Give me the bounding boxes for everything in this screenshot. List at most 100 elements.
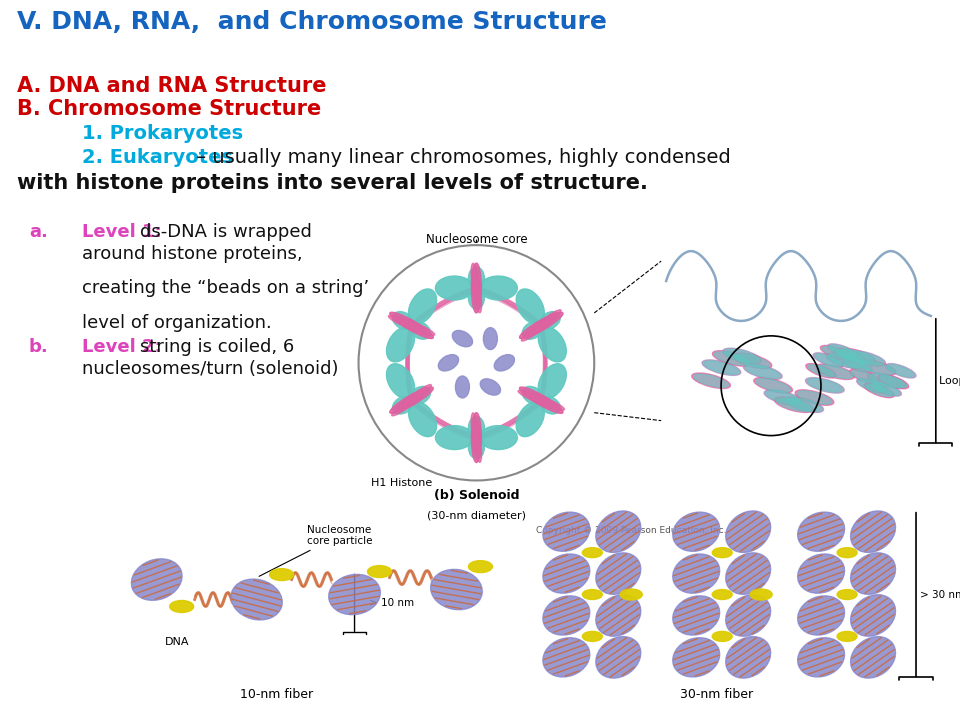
Text: 2. Eukaryotes: 2. Eukaryotes (82, 148, 232, 167)
Ellipse shape (484, 328, 497, 350)
Ellipse shape (439, 355, 459, 371)
Ellipse shape (798, 512, 845, 552)
Ellipse shape (468, 561, 492, 572)
Ellipse shape (798, 596, 845, 635)
Ellipse shape (471, 263, 481, 313)
Ellipse shape (431, 570, 482, 610)
Ellipse shape (583, 590, 602, 600)
Ellipse shape (540, 396, 561, 414)
Ellipse shape (522, 322, 543, 339)
Ellipse shape (750, 589, 772, 600)
Text: level of organization.: level of organization. (82, 314, 272, 332)
Ellipse shape (886, 364, 916, 378)
Ellipse shape (726, 511, 771, 552)
Ellipse shape (692, 373, 731, 389)
Ellipse shape (540, 312, 561, 329)
Ellipse shape (813, 353, 843, 367)
Ellipse shape (393, 396, 413, 414)
Ellipse shape (842, 358, 873, 372)
Ellipse shape (756, 379, 790, 392)
Ellipse shape (393, 312, 413, 329)
Ellipse shape (479, 276, 517, 300)
Ellipse shape (390, 387, 433, 413)
Text: – usually many linear chromosomes, highly condensed: – usually many linear chromosomes, highl… (190, 148, 731, 167)
Ellipse shape (390, 312, 433, 338)
Text: Copyright © 2009 Pearson Education, Inc.: Copyright © 2009 Pearson Education, Inc. (536, 526, 727, 535)
Ellipse shape (389, 315, 435, 336)
Ellipse shape (408, 289, 437, 324)
Ellipse shape (837, 631, 857, 642)
Ellipse shape (471, 264, 482, 312)
Ellipse shape (479, 426, 517, 449)
Ellipse shape (821, 346, 851, 360)
Text: creating the “beads on a string’: creating the “beads on a string’ (82, 279, 369, 297)
Ellipse shape (471, 413, 481, 462)
Ellipse shape (468, 287, 485, 309)
Ellipse shape (888, 365, 914, 377)
Text: DNA: DNA (164, 637, 189, 647)
Text: 30-nm fiber: 30-nm fiber (680, 688, 753, 701)
Ellipse shape (726, 595, 771, 636)
Text: b.: b. (29, 338, 49, 356)
Ellipse shape (468, 417, 485, 438)
Ellipse shape (468, 267, 485, 289)
Ellipse shape (270, 569, 294, 580)
Ellipse shape (829, 345, 856, 357)
Ellipse shape (851, 595, 896, 636)
Ellipse shape (726, 553, 771, 594)
Ellipse shape (543, 554, 589, 593)
Ellipse shape (583, 548, 602, 557)
Ellipse shape (231, 579, 282, 620)
Ellipse shape (468, 354, 486, 372)
Text: > 10 nm: > 10 nm (369, 598, 414, 608)
Ellipse shape (408, 402, 437, 436)
Text: Nucleosome
core particle: Nucleosome core particle (259, 525, 372, 576)
Ellipse shape (704, 361, 739, 374)
Ellipse shape (878, 374, 909, 389)
Ellipse shape (784, 397, 824, 413)
Ellipse shape (805, 364, 836, 378)
Text: H1 Histone: H1 Histone (371, 478, 432, 488)
Text: 10-nm fiber: 10-nm fiber (240, 688, 313, 701)
Ellipse shape (745, 365, 780, 379)
Ellipse shape (852, 370, 877, 382)
Ellipse shape (518, 390, 564, 410)
Ellipse shape (816, 364, 854, 379)
Ellipse shape (543, 512, 589, 552)
Ellipse shape (851, 553, 896, 594)
Ellipse shape (455, 376, 469, 398)
Text: nucleosomes/turn (solenoid): nucleosomes/turn (solenoid) (82, 360, 338, 378)
Ellipse shape (452, 330, 472, 347)
Ellipse shape (828, 354, 863, 367)
Ellipse shape (880, 376, 907, 387)
Ellipse shape (754, 377, 793, 393)
Ellipse shape (620, 589, 642, 600)
Ellipse shape (733, 353, 772, 369)
Ellipse shape (368, 566, 392, 577)
Ellipse shape (673, 512, 720, 552)
Ellipse shape (471, 413, 482, 462)
Ellipse shape (828, 344, 858, 359)
Ellipse shape (436, 426, 473, 449)
Ellipse shape (596, 636, 640, 678)
Ellipse shape (870, 374, 904, 387)
Ellipse shape (797, 391, 832, 404)
Ellipse shape (795, 390, 834, 405)
Ellipse shape (712, 631, 732, 642)
Ellipse shape (823, 346, 849, 359)
Ellipse shape (596, 553, 640, 594)
Text: ds-DNA is wrapped: ds-DNA is wrapped (139, 223, 311, 241)
Ellipse shape (702, 360, 741, 375)
Text: with histone proteins into several levels of structure.: with histone proteins into several level… (17, 173, 648, 193)
Ellipse shape (851, 511, 896, 552)
Ellipse shape (872, 382, 901, 396)
Text: A. DNA and RNA Structure: A. DNA and RNA Structure (17, 76, 326, 96)
Ellipse shape (849, 352, 883, 365)
Ellipse shape (866, 384, 892, 397)
Ellipse shape (838, 349, 874, 363)
Ellipse shape (798, 638, 845, 677)
Text: Level 2:: Level 2: (82, 338, 161, 356)
Ellipse shape (835, 348, 865, 363)
Ellipse shape (480, 379, 500, 395)
Ellipse shape (387, 364, 415, 399)
